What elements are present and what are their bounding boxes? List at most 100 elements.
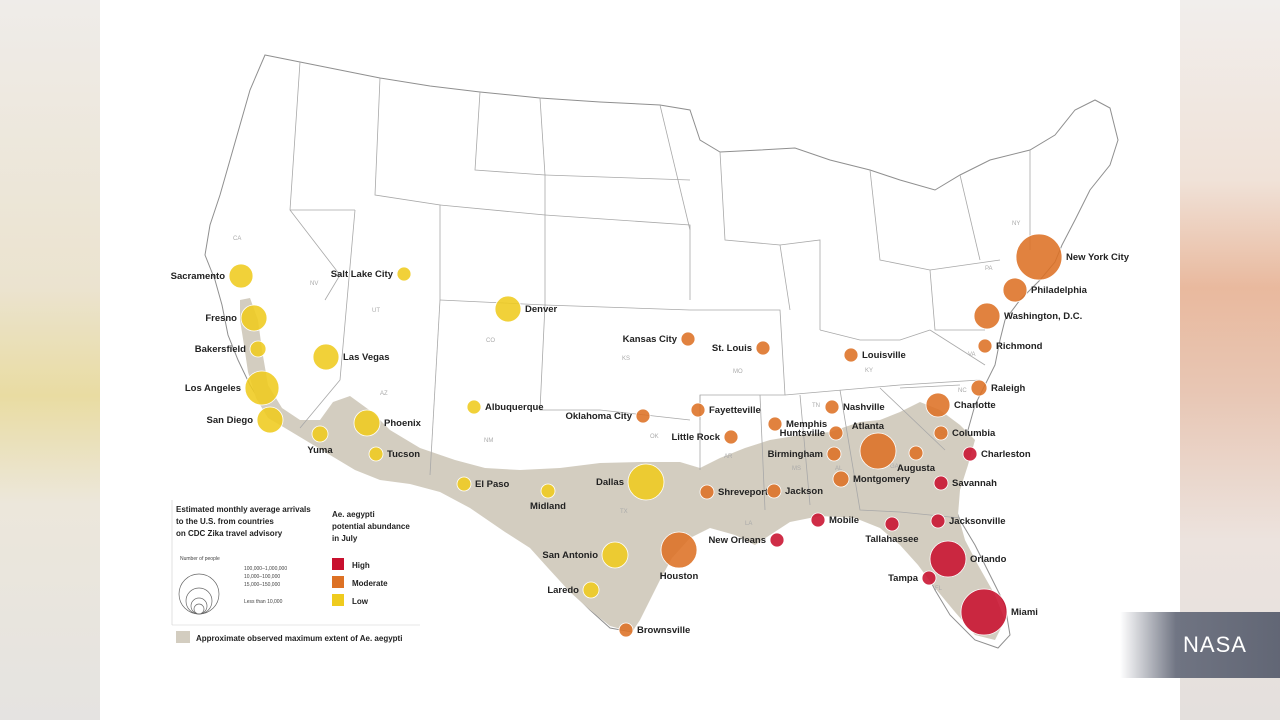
- svg-text:UT: UT: [372, 308, 380, 314]
- city-label: Laredo: [547, 585, 579, 596]
- city-marker: [859, 432, 897, 470]
- city-raleigh: Raleigh: [970, 379, 1026, 397]
- city-marker: [256, 406, 284, 434]
- city-marker: [810, 512, 826, 528]
- city-label: Miami: [1011, 607, 1038, 618]
- city-marker: [960, 588, 1008, 636]
- city-marker: [933, 425, 949, 441]
- left-blur-pillar: [0, 0, 100, 720]
- city-tucson: Tucson: [368, 446, 420, 462]
- city-label: Shreveport: [718, 487, 769, 498]
- city-label: Louisville: [862, 350, 906, 361]
- city-birmingham: Birmingham: [768, 446, 842, 462]
- city-label: Birmingham: [768, 449, 823, 460]
- city-label: Fresno: [205, 313, 237, 324]
- svg-text:AZ: AZ: [380, 391, 388, 397]
- svg-text:FL: FL: [935, 586, 943, 592]
- legend-low-swatch: [332, 594, 344, 606]
- city-label: Fayetteville: [709, 405, 761, 416]
- city-label: Mobile: [829, 515, 859, 526]
- city-label: Charlotte: [954, 400, 996, 411]
- city-label: Nashville: [843, 402, 885, 413]
- city-label: Brownsville: [637, 625, 690, 636]
- city-marker: [826, 446, 842, 462]
- city-miami: Miami: [960, 588, 1038, 636]
- legend-number-of-people: Number of people: [180, 556, 220, 562]
- city-little-rock: Little Rock: [671, 429, 739, 445]
- city-philadelphia: Philadelphia: [1002, 277, 1088, 303]
- city-albuquerque: Albuquerque: [466, 399, 544, 415]
- legend-size-class-3: 15,000–150,000: [244, 582, 280, 588]
- svg-text:KS: KS: [622, 356, 630, 362]
- city-yuma: Yuma: [307, 425, 333, 456]
- city-midland: Midland: [530, 483, 566, 512]
- svg-text:NC: NC: [958, 388, 967, 394]
- city-marker: [249, 340, 267, 358]
- city-label: Savannah: [952, 478, 997, 489]
- city-nashville: Nashville: [824, 399, 885, 415]
- city-marker: [755, 340, 771, 356]
- city-louisville: Louisville: [843, 347, 906, 363]
- city-label: Tucson: [387, 449, 420, 460]
- city-marker: [1015, 233, 1063, 281]
- city-marker: [690, 402, 706, 418]
- city-marker: [977, 338, 993, 354]
- city-marker: [635, 408, 651, 424]
- legend-low-label: Low: [352, 597, 369, 606]
- city-label: Las Vegas: [343, 352, 389, 363]
- legend-size-circles: [178, 573, 220, 615]
- city-label: Philadelphia: [1031, 285, 1088, 296]
- city-label: Richmond: [996, 341, 1043, 352]
- city-st-louis: St. Louis: [712, 340, 771, 356]
- city-label: St. Louis: [712, 343, 752, 354]
- city-marker: [368, 446, 384, 462]
- city-label: Sacramento: [171, 271, 226, 282]
- city-bakersfield: Bakersfield: [195, 340, 267, 358]
- legend-abundance-title: Ae. aegypti potential abundance in July: [332, 510, 412, 543]
- city-marker: [925, 392, 951, 418]
- svg-text:MS: MS: [792, 466, 801, 472]
- svg-text:PA: PA: [985, 266, 993, 272]
- city-phoenix: Phoenix: [353, 409, 422, 437]
- city-fayetteville: Fayetteville: [690, 402, 761, 418]
- city-label: Dallas: [596, 477, 624, 488]
- city-label: Oklahoma City: [565, 411, 632, 422]
- city-fresno: Fresno: [205, 304, 268, 332]
- city-charlotte: Charlotte: [925, 392, 996, 418]
- city-label: Houston: [660, 571, 699, 582]
- city-orlando: Orlando: [929, 540, 1007, 578]
- city-label: Montgomery: [853, 474, 911, 485]
- city-marker: [929, 540, 967, 578]
- city-marker: [311, 425, 329, 443]
- city-marker: [494, 295, 522, 323]
- city-marker: [723, 429, 739, 445]
- city-label: Jackson: [785, 486, 823, 497]
- city-label: Raleigh: [991, 383, 1026, 394]
- city-marker: [396, 266, 412, 282]
- city-columbia: Columbia: [933, 425, 996, 441]
- city-marker: [680, 331, 696, 347]
- city-label: Yuma: [307, 445, 333, 456]
- city-marker: [933, 475, 949, 491]
- city-huntsville: Huntsville: [780, 425, 844, 441]
- city-label: Washington, D.C.: [1004, 311, 1082, 322]
- city-marker: [824, 399, 840, 415]
- legend-moderate-label: Moderate: [352, 579, 388, 588]
- city-kansas-city: Kansas City: [623, 331, 696, 347]
- legend-size-class-4: Less than 10,000: [244, 599, 283, 605]
- city-label: Bakersfield: [195, 344, 246, 355]
- city-markers: Sacramento Fresno Bakersfield Los Angeles Sa…: [171, 233, 1130, 638]
- svg-text:AR: AR: [724, 454, 733, 460]
- city-marker: [660, 531, 698, 569]
- city-new-orleans: New Orleans: [708, 532, 785, 548]
- legend-high-label: High: [352, 561, 370, 570]
- legend-extent-swatch: [176, 631, 190, 643]
- city-marker: [766, 483, 782, 499]
- city-marker: [582, 581, 600, 599]
- svg-text:TX: TX: [620, 509, 628, 515]
- city-label: Tampa: [888, 573, 919, 584]
- city-marker: [244, 370, 280, 406]
- svg-text:AL: AL: [835, 466, 843, 472]
- city-label: San Diego: [207, 415, 254, 426]
